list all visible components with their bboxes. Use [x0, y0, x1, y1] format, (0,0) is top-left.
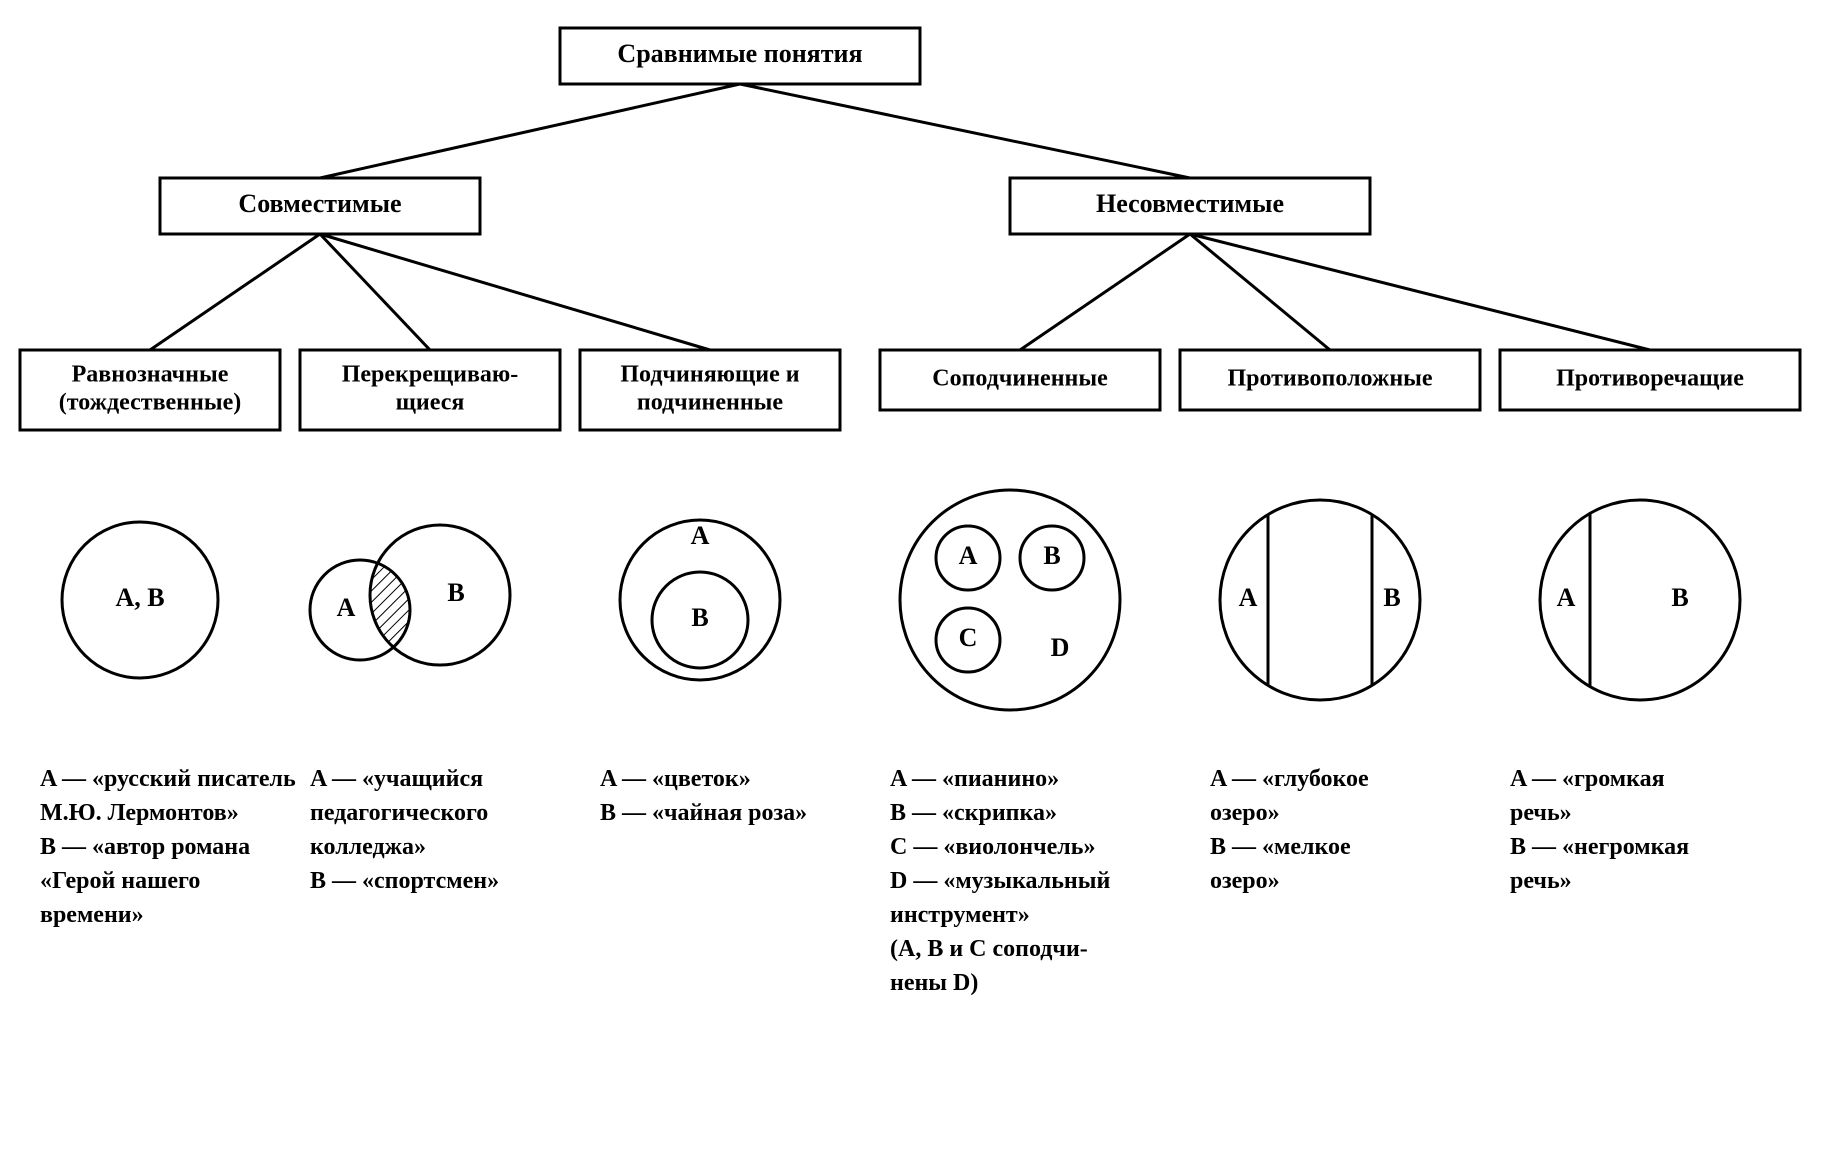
- svg-text:A: A: [337, 593, 356, 622]
- svg-text:(тождественные): (тождественные): [59, 389, 241, 415]
- svg-text:Перекрещиваю-: Перекрещиваю-: [342, 362, 519, 388]
- svg-text:B — «мелкое: B — «мелкое: [1210, 834, 1351, 860]
- svg-text:A: A: [691, 521, 710, 550]
- tree-leaf: Перекрещиваю-щиеся: [300, 350, 560, 430]
- svg-text:речь»: речь»: [1510, 868, 1572, 894]
- venn-subordinates: [900, 490, 1120, 710]
- tree-leaf: Противоречащие: [1500, 350, 1800, 410]
- svg-text:Сравнимые понятия: Сравнимые понятия: [617, 39, 862, 68]
- example-block: A — «русский писатель М.Ю. Лермонтов» B — …: [40, 766, 296, 928]
- tree-edge: [1020, 234, 1190, 350]
- tree-branch: Несовместимые: [1010, 178, 1370, 234]
- svg-text:B — «чайная роза»: B — «чайная роза»: [600, 800, 807, 826]
- svg-text:D: D: [1051, 633, 1070, 662]
- tree-edge: [740, 84, 1190, 178]
- svg-text:B: B: [1383, 583, 1400, 612]
- svg-text:Несовместимые: Несовместимые: [1096, 189, 1284, 218]
- example-block: A — «пианино» B — «скрипка» C — «виолончел…: [890, 766, 1110, 996]
- svg-text:педагогического: педагогического: [310, 800, 488, 826]
- svg-text:Равнозначные: Равнозначные: [72, 362, 229, 388]
- svg-text:B: B: [1043, 541, 1060, 570]
- svg-text:A: A: [1557, 583, 1576, 612]
- svg-text:колледжа»: колледжа»: [310, 834, 426, 860]
- tree-leaf: Противоположные: [1180, 350, 1480, 410]
- svg-text:C: C: [959, 623, 978, 652]
- svg-text:A — «русский писатель: A — «русский писатель: [40, 766, 296, 792]
- svg-text:C — «виолончель»: C — «виолончель»: [890, 834, 1095, 860]
- svg-text:щиеся: щиеся: [396, 389, 465, 415]
- tree-root: Сравнимые понятия: [560, 28, 920, 84]
- tree-leaf: Равнозначные(тождественные): [20, 350, 280, 430]
- svg-text:B: B: [447, 578, 464, 607]
- svg-text:Противоположные: Противоположные: [1227, 366, 1432, 392]
- svg-text:A — «цветок»: A — «цветок»: [600, 766, 751, 792]
- svg-text:A: A: [959, 541, 978, 570]
- svg-text:A — «глубокое: A — «глубокое: [1210, 766, 1369, 792]
- svg-text:Противоречащие: Противоречащие: [1556, 366, 1744, 392]
- tree-edge: [320, 84, 740, 178]
- svg-text:(A, B и C соподчи-: (A, B и C соподчи-: [890, 936, 1088, 962]
- svg-text:A, B: A, B: [115, 583, 164, 612]
- tree-edge: [150, 234, 320, 350]
- svg-text:озеро»: озеро»: [1210, 800, 1280, 826]
- svg-text:времени»: времени»: [40, 902, 144, 928]
- tree-edge: [320, 234, 710, 350]
- tree-leaf: Соподчиненные: [880, 350, 1160, 410]
- svg-text:инструмент»: инструмент»: [890, 902, 1030, 928]
- svg-text:подчиненные: подчиненные: [637, 389, 784, 415]
- svg-text:B: B: [1671, 583, 1688, 612]
- svg-text:B — «автор романа: B — «автор романа: [40, 834, 250, 860]
- svg-text:B — «негромкая: B — «негромкая: [1510, 834, 1689, 860]
- svg-text:«Герой нашего: «Герой нашего: [40, 868, 200, 894]
- svg-text:A — «учащийся: A — «учащийся: [310, 766, 483, 792]
- svg-text:озеро»: озеро»: [1210, 868, 1280, 894]
- svg-text:нены D): нены D): [890, 970, 978, 996]
- svg-text:D — «музыкальный: D — «музыкальный: [890, 868, 1110, 894]
- tree-branch: Совместимые: [160, 178, 480, 234]
- svg-text:B — «спортсмен»: B — «спортсмен»: [310, 868, 499, 894]
- svg-text:М.Ю. Лермонтов»: М.Ю. Лермонтов»: [40, 800, 239, 826]
- svg-text:Подчиняющие и: Подчиняющие и: [620, 362, 799, 388]
- svg-text:Соподчиненные: Соподчиненные: [932, 366, 1108, 392]
- example-block: A — «громкая речь» B — «негромкая речь»: [1510, 766, 1689, 894]
- svg-text:Совместимые: Совместимые: [238, 189, 401, 218]
- svg-text:A — «пианино»: A — «пианино»: [890, 766, 1059, 792]
- example-block: A — «цветок» B — «чайная роза»: [600, 766, 807, 826]
- example-block: A — «глубокое озеро» B — «мелкое озеро»: [1210, 766, 1369, 894]
- svg-text:B: B: [691, 603, 708, 632]
- example-block: A — «учащийся педагогического колледжа» B —…: [310, 766, 499, 894]
- svg-text:речь»: речь»: [1510, 800, 1572, 826]
- svg-text:A — «громкая: A — «громкая: [1510, 766, 1665, 792]
- svg-text:A: A: [1239, 583, 1258, 612]
- svg-text:B — «скрипка»: B — «скрипка»: [890, 800, 1057, 826]
- diagram-canvas: Сравнимые понятия Совместимые Несовместимы…: [0, 0, 1845, 1165]
- tree-leaf: Подчиняющие иподчиненные: [580, 350, 840, 430]
